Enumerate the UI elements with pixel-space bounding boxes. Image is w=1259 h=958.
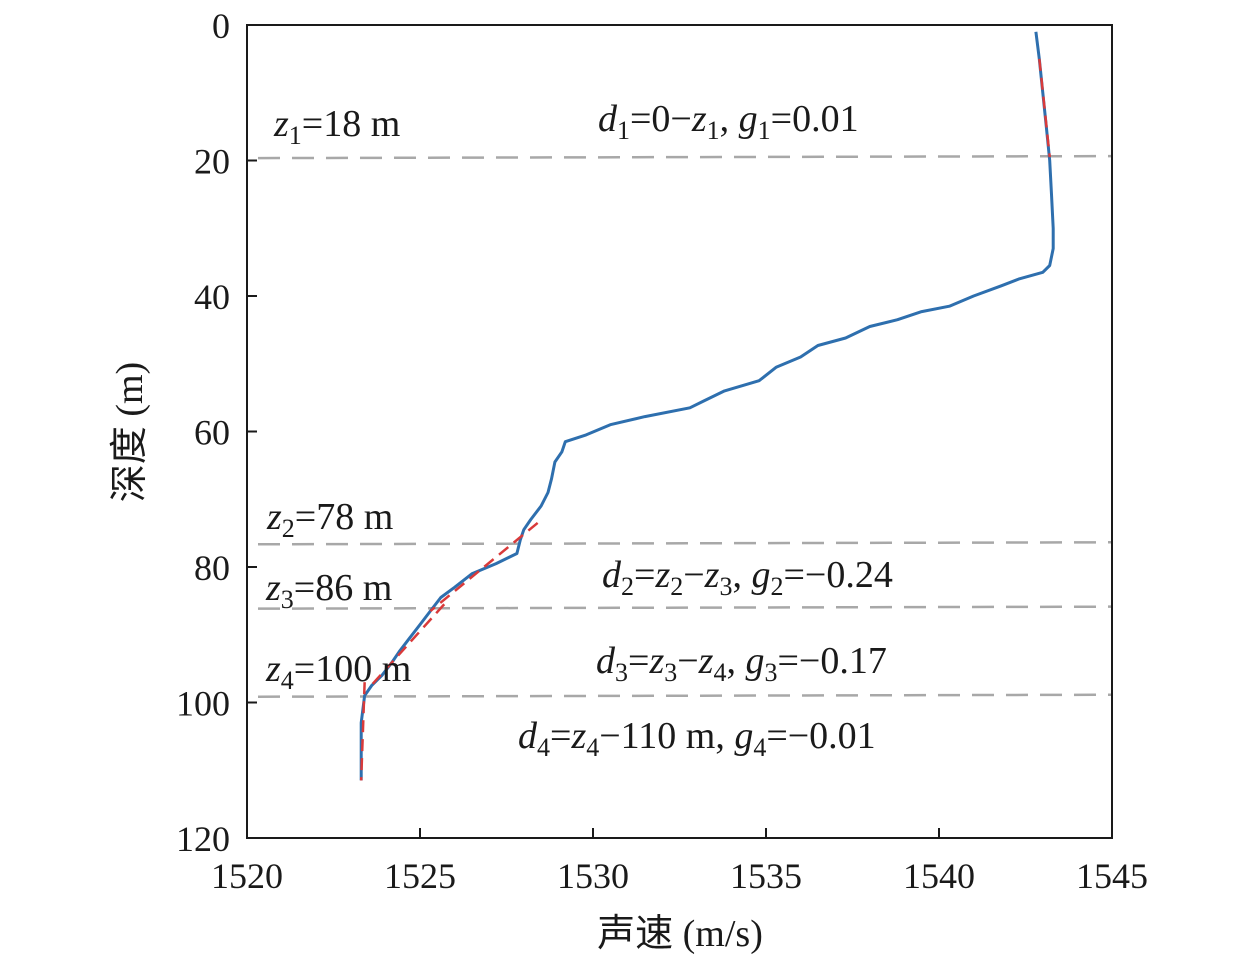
y-axis-label: 深度 (m) (109, 362, 151, 502)
x-tick-label: 1540 (903, 856, 975, 896)
layer-boundaries (257, 154, 1113, 698)
y-tick-label: 20 (194, 142, 230, 182)
x-axis-label: 声速 (m/s) (597, 913, 763, 955)
x-tick-label: 1530 (557, 856, 629, 896)
series-layer (359, 31, 1055, 781)
annotation-label: d3=z3−z4, g3=−0.17 (596, 640, 887, 687)
annotation-label: d4=z4−110 m, g4=−0.01 (518, 715, 876, 762)
x-tick-label: 1545 (1076, 856, 1148, 896)
fitted-segment-line (429, 521, 539, 613)
annotation-label: d1=0−z1, g1=0.01 (598, 98, 859, 145)
fitted-segment-line (1038, 58, 1051, 158)
measured-profile-line (359, 31, 1055, 781)
annotation-label: z3=86 m (265, 567, 392, 614)
layer-boundary-line (257, 693, 1113, 698)
fitted-segment-line (359, 682, 366, 781)
y-tick-label: 40 (194, 277, 230, 317)
y-tick-label: 100 (176, 684, 230, 724)
annotation-label: z2=78 m (266, 496, 393, 543)
annotation-label: d2=z2−z3, g2=−0.24 (602, 554, 893, 601)
layer-boundary-line (257, 154, 1113, 160)
y-tick-label: 0 (212, 6, 230, 46)
y-tick-label: 80 (194, 548, 230, 588)
y-axis-ticks: 0 20 40 60 80 100 120 (176, 6, 257, 859)
layer-boundary-line (257, 605, 1113, 610)
x-tick-label: 1525 (384, 856, 456, 896)
annotation-label: z1=18 m (273, 103, 400, 150)
x-axis-ticks: 1520 1525 1530 1535 1540 1545 (211, 828, 1148, 896)
x-tick-label: 1535 (730, 856, 802, 896)
y-tick-label: 120 (176, 819, 230, 859)
x-tick-label: 1520 (211, 856, 283, 896)
annotation-label: z4=100 m (265, 648, 411, 695)
y-tick-label: 60 (194, 413, 230, 453)
layer-boundary-line (257, 541, 1113, 546)
annotations: z1=18 m d1=0−z1, g1=0.01 z2=78 m d2=z2−z3, … (265, 98, 893, 762)
